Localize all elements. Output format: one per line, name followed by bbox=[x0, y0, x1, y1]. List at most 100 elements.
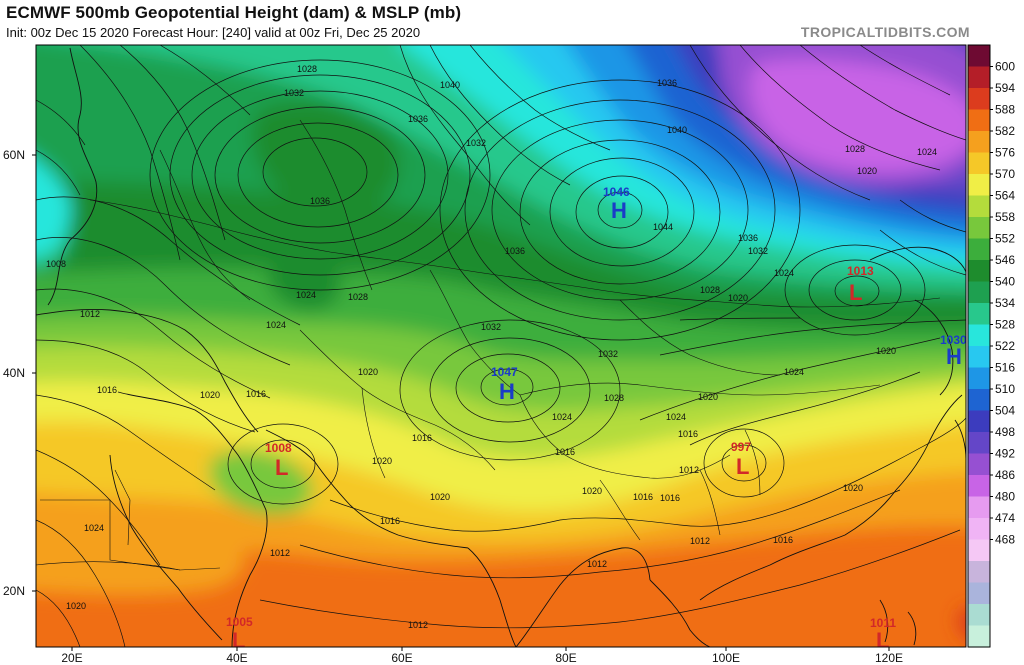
isobar-label: 1016 bbox=[97, 385, 117, 395]
isobar-label: 1028 bbox=[845, 144, 865, 154]
colorbar-swatch bbox=[968, 109, 990, 132]
pressure-center-symbol: L bbox=[849, 280, 862, 305]
colorbar-swatch bbox=[968, 389, 990, 412]
isobar-label: 1020 bbox=[358, 367, 378, 377]
colorbar-tick-label: 504 bbox=[995, 404, 1015, 418]
isobar-label: 1020 bbox=[200, 390, 220, 400]
chart-title: ECMWF 500mb Geopotential Height (dam) & … bbox=[6, 3, 462, 22]
isobar-label: 1036 bbox=[738, 233, 758, 243]
isobar-label: 1036 bbox=[505, 246, 525, 256]
isobar-label: 1036 bbox=[657, 78, 677, 88]
isobar-label: 1024 bbox=[296, 290, 316, 300]
colorbar-swatch bbox=[968, 410, 990, 433]
isobar-label: 1032 bbox=[748, 246, 768, 256]
isobar-label: 1032 bbox=[481, 322, 501, 332]
colorbar-swatch bbox=[968, 195, 990, 218]
pressure-center-symbol: L bbox=[736, 454, 749, 479]
isobar-label: 1032 bbox=[466, 138, 486, 148]
isobar-label: 1040 bbox=[667, 125, 687, 135]
isobar-label: 1020 bbox=[728, 293, 748, 303]
longitude-axis: 20E 40E 60E 80E 100E 120E bbox=[61, 647, 903, 665]
isobar-label: 1028 bbox=[297, 64, 317, 74]
pressure-center-value: 1008 bbox=[265, 441, 292, 455]
isobar-label: 1028 bbox=[348, 292, 368, 302]
colorbar-tick-label: 570 bbox=[995, 167, 1015, 181]
colorbar-tick-label: 510 bbox=[995, 382, 1015, 396]
isobar-label: 1012 bbox=[80, 309, 100, 319]
colorbar-swatch bbox=[968, 260, 990, 283]
colorbar-swatch bbox=[968, 45, 990, 68]
colorbar-swatch bbox=[968, 604, 990, 627]
colorbar-tick-label: 528 bbox=[995, 318, 1015, 332]
isobar-label: 1020 bbox=[857, 166, 877, 176]
colorbar-tick-label: 558 bbox=[995, 210, 1015, 224]
isobar-label: 1016 bbox=[678, 429, 698, 439]
isobar-label: 1012 bbox=[690, 536, 710, 546]
lon-label: 60E bbox=[391, 651, 412, 665]
isobar-label: 1020 bbox=[372, 456, 392, 466]
colorbar: 600 594 588 582 576 570 564 558 552 546 540 534 528 5… bbox=[967, 44, 1015, 648]
colorbar-swatch bbox=[968, 582, 990, 605]
lon-label: 40E bbox=[226, 651, 247, 665]
isobar-label: 1016 bbox=[773, 535, 793, 545]
colorbar-tick-label: 498 bbox=[995, 425, 1015, 439]
pressure-center-value: 1011 bbox=[870, 616, 896, 630]
isobar-label: 1020 bbox=[66, 601, 86, 611]
isobar-label: 1024 bbox=[266, 320, 286, 330]
isobar-label: 1024 bbox=[917, 147, 937, 157]
isobar-label: 1020 bbox=[430, 492, 450, 502]
pressure-center-symbol: L bbox=[876, 628, 889, 653]
colorbar-tick-label: 516 bbox=[995, 361, 1015, 375]
isobar-label: 1016 bbox=[555, 447, 575, 457]
pressure-center-symbol: L bbox=[275, 455, 288, 480]
high-pressure-center: 1046 H bbox=[603, 185, 630, 223]
pressure-centers: 1046 H 1047 H 1030 H 1013 L 1008 L 997 L bbox=[226, 185, 967, 653]
colorbar-tick-label: 546 bbox=[995, 253, 1015, 267]
colorbar-swatch bbox=[968, 561, 990, 584]
colorbar-tick-label: 588 bbox=[995, 103, 1015, 117]
isobar-label: 1028 bbox=[700, 285, 720, 295]
isobar-label: 1032 bbox=[284, 88, 304, 98]
colorbar-tick-label: 552 bbox=[995, 232, 1015, 246]
colorbar-swatch bbox=[968, 152, 990, 175]
colorbar-swatch bbox=[968, 453, 990, 476]
pressure-center-symbol: L bbox=[232, 628, 245, 653]
colorbar-swatch bbox=[968, 66, 990, 89]
colorbar-swatch bbox=[968, 625, 990, 648]
colorbar-swatch bbox=[968, 539, 990, 562]
isobar-label: 1024 bbox=[552, 412, 572, 422]
colorbar-swatch bbox=[968, 131, 990, 154]
colorbar-tick-label: 480 bbox=[995, 490, 1015, 504]
isobar-label: 1016 bbox=[660, 493, 680, 503]
isobar-label: 1012 bbox=[408, 620, 428, 630]
colorbar-swatch bbox=[968, 217, 990, 240]
chart-subtitle: Init: 00z Dec 15 2020 Forecast Hour: [24… bbox=[6, 25, 421, 40]
colorbar-tick-label: 540 bbox=[995, 275, 1015, 289]
low-pressure-center: 1008 L bbox=[265, 441, 292, 480]
colorbar-tick-label: 582 bbox=[995, 124, 1015, 138]
colorbar-swatch bbox=[968, 238, 990, 261]
latitude-axis: 60N 40N 20N bbox=[3, 148, 36, 598]
colorbar-swatch bbox=[968, 432, 990, 455]
isobar-labels: 1028 1032 1036 1040 1036 1032 1036 1040 … bbox=[46, 64, 937, 630]
isobar-label: 1012 bbox=[270, 548, 290, 558]
pressure-center-value: 1046 bbox=[603, 185, 630, 199]
colorbar-swatch bbox=[968, 174, 990, 197]
isobar-label: 1008 bbox=[46, 259, 66, 269]
pressure-center-value: 1030 bbox=[940, 333, 967, 347]
border-layer bbox=[36, 119, 941, 571]
colorbar-swatch bbox=[968, 367, 990, 390]
lon-label: 80E bbox=[555, 651, 576, 665]
isobar-label: 1036 bbox=[310, 196, 330, 206]
colorbar-swatch bbox=[968, 518, 990, 541]
pressure-center-symbol: H bbox=[499, 379, 515, 404]
colorbar-swatch bbox=[968, 88, 990, 111]
low-pressure-center: 997 L bbox=[731, 440, 751, 479]
lon-label: 120E bbox=[875, 651, 903, 665]
colorbar-tick-label: 594 bbox=[995, 81, 1015, 95]
lon-label: 20E bbox=[61, 651, 82, 665]
isobar-label: 1020 bbox=[876, 346, 896, 356]
isobar-label: 1016 bbox=[246, 389, 266, 399]
